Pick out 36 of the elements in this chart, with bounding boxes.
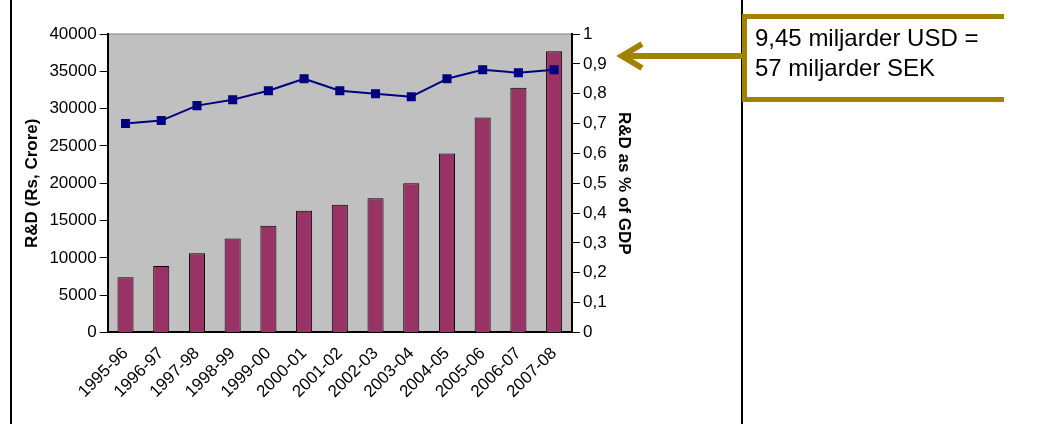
y2-tick-label: 0,2 xyxy=(582,262,607,282)
y2-tick-label: 0,7 xyxy=(582,113,607,133)
y-tick-label: 15000 xyxy=(49,210,97,230)
y-tick-label: 10000 xyxy=(49,247,97,267)
point xyxy=(263,86,273,96)
point xyxy=(371,89,381,99)
y2-tick-label: 1 xyxy=(582,23,593,43)
y-tick-label: 5000 xyxy=(58,284,97,304)
y2-tick-label: 0,4 xyxy=(582,202,607,222)
point xyxy=(192,101,202,111)
text: 9,45 miljarder USD = 57 miljarder SEK xyxy=(742,14,1004,102)
y2-tick-label: 0,8 xyxy=(582,83,607,103)
point xyxy=(335,86,345,96)
y2-tick-label: 0,6 xyxy=(582,143,607,163)
y2-tick-label: 0,9 xyxy=(582,53,607,73)
point xyxy=(121,119,131,129)
y-tick-label: 0 xyxy=(87,322,97,342)
point xyxy=(406,92,416,102)
y2-tick-label: 0,1 xyxy=(582,292,607,312)
y-tick-label: 25000 xyxy=(49,135,97,155)
point xyxy=(299,74,309,84)
y2-tick-label: 0 xyxy=(582,322,593,342)
y2-tick-label: 0,3 xyxy=(582,232,607,252)
point xyxy=(228,95,238,105)
y-tick-label: 20000 xyxy=(49,172,97,192)
y-tick-label: 35000 xyxy=(49,60,97,80)
point xyxy=(156,116,166,126)
y-axis-title: R&D (Rs, Crore) xyxy=(21,118,41,248)
point xyxy=(513,68,523,78)
y-tick-label: 30000 xyxy=(49,98,97,118)
point xyxy=(549,65,559,75)
y-tick-label: 40000 xyxy=(49,23,97,43)
point xyxy=(442,74,452,84)
point xyxy=(478,65,488,75)
y2-tick-label: 0,5 xyxy=(582,172,607,192)
y2-axis-title: R&D as % of GDP xyxy=(615,111,635,255)
